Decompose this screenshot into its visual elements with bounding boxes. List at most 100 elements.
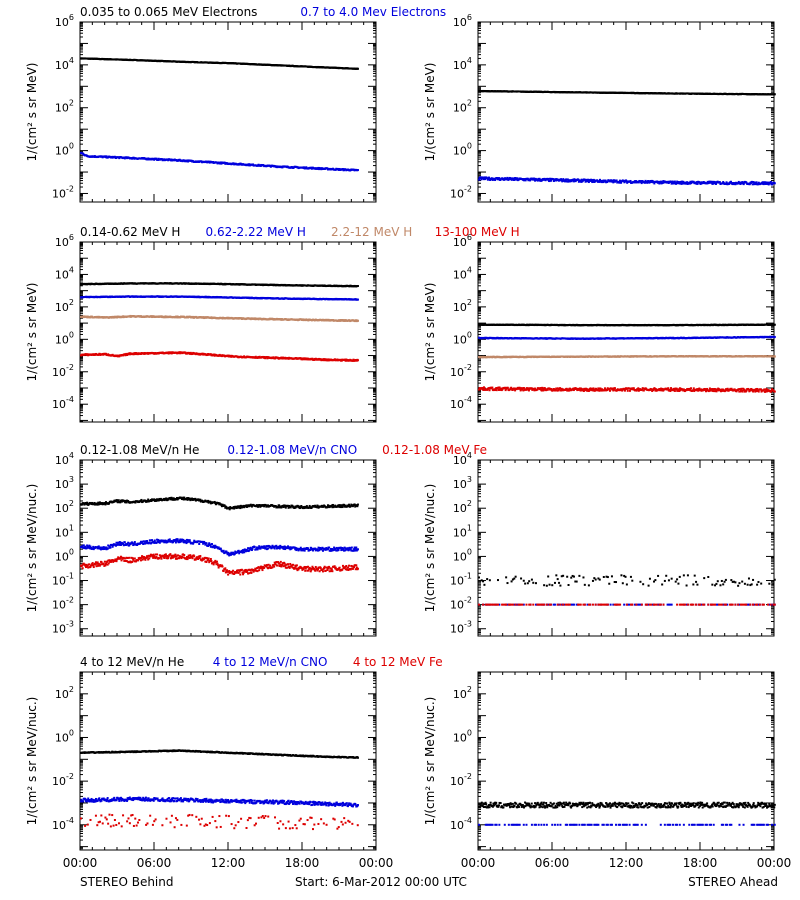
data-point [265,356,268,359]
data-point [486,177,489,180]
data-point [506,176,509,179]
data-point [128,352,131,355]
data-point [153,158,156,161]
data-point [104,352,107,355]
data-point [155,157,158,160]
data-point [752,181,755,184]
data-point [483,176,486,179]
data-point [751,180,754,183]
data-point [344,358,347,361]
data-point [649,181,652,184]
data-point [678,181,681,184]
data-point [755,181,758,184]
data-point [579,179,582,182]
chart-panel-3: 10-4 10-2 100 102 104 106 1/(cm² s sr MeV) 0.14… [25,225,520,423]
data-point [161,158,164,161]
data-point [317,166,320,169]
data-point [318,168,321,171]
data-point [146,158,149,161]
y-axis-label: 1/(cm² s sr MeV) [423,63,437,162]
data-point [611,179,614,182]
data-point [568,179,571,182]
data-point [186,159,189,162]
data-point [640,181,643,184]
series-0-7-to-4-0-mev-electrons [478,176,776,186]
y-tick-label: 100 [55,330,74,346]
data-point [326,167,329,170]
data-point [695,182,698,185]
data-point [514,177,517,180]
data-point [326,359,329,362]
data-point [252,163,255,166]
data-point [748,183,751,186]
data-point [671,180,674,183]
data-point [566,178,569,181]
data-point [712,182,715,185]
data-point [274,357,277,360]
data-point [708,180,711,183]
data-point [686,181,689,184]
data-point [133,353,136,356]
y-tick-label: 100 [453,142,472,158]
data-point [706,182,709,185]
data-point [220,162,223,165]
data-point [752,183,755,186]
data-point [169,351,172,354]
data-point [478,178,480,181]
data-point [728,182,731,185]
data-point [712,180,715,183]
data-point [490,177,493,180]
data-point [577,180,580,183]
data-point [552,178,555,181]
data-point [773,182,776,185]
y-tick-label: 102 [55,298,74,314]
data-point [559,179,562,182]
data-point [763,181,766,184]
data-point [741,181,744,184]
data-point [648,181,651,184]
data-point [587,178,590,181]
data-point [322,358,325,361]
data-point [767,181,770,184]
data-point [598,178,601,181]
data-point [184,351,187,354]
data-point [742,183,745,186]
data-point [538,177,541,180]
data-point [738,181,741,184]
data-point [729,180,732,183]
y-tick-label: 104 [453,265,472,281]
data-point [707,181,710,184]
data-point [662,180,665,183]
data-point [479,176,482,179]
data-point [232,162,235,165]
series-header-label: 13-100 MeV H [435,225,520,239]
data-point [751,183,754,186]
data-point [187,160,190,163]
data-point [629,179,632,182]
data-point [223,161,226,164]
data-point [586,180,589,183]
data-point [356,359,359,362]
y-tick-label: 10-2 [52,184,74,200]
data-point [766,182,769,185]
data-point [724,182,727,185]
data-point [675,181,678,184]
data-point [572,178,575,181]
data-point [596,179,599,182]
data-point [732,182,735,185]
data-point [698,181,701,184]
data-point [287,357,290,360]
data-point [550,179,553,182]
data-point [643,181,646,184]
data-point [637,181,640,184]
data-point [254,356,257,359]
data-point [351,359,354,362]
data-point [489,179,492,182]
data-point [718,181,721,184]
data-point [602,181,605,184]
data-point [356,284,359,287]
data-point [656,180,659,183]
data-point [598,180,601,183]
